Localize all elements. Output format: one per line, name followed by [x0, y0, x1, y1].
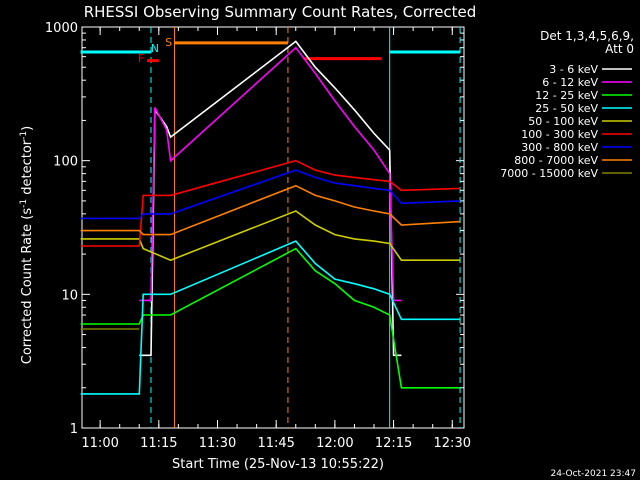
plot-area: 1 10 100 1000 11:00 11:15 11:30 11:45 12:00 12:15…	[45, 21, 471, 451]
series-line	[139, 46, 402, 302]
y-axis-label: Corrected Count Rate (s-1 detector-1)	[19, 126, 35, 364]
series-line	[80, 159, 461, 247]
legend-label: 7000 - 15000 keV	[500, 167, 598, 180]
y-axis-label-text: Corrected Count Rate (s	[20, 208, 35, 365]
x-tick-label: 11:30	[199, 436, 236, 451]
series-line	[80, 210, 461, 262]
series-line	[80, 184, 461, 236]
series-line	[139, 40, 402, 357]
flag-label: S	[165, 36, 172, 49]
plot-frame	[81, 26, 465, 429]
legend-label: 800 - 7000 keV	[514, 154, 598, 167]
y-axis-label-unit: detector	[20, 139, 35, 199]
svg-text:Corrected Count Rate (s-1 dete: Corrected Count Rate (s-1 detector-1)	[19, 126, 35, 364]
legend-subtitle: Att 0	[605, 42, 634, 56]
legend-label: 12 - 25 keV	[535, 89, 598, 102]
flag-label: F	[138, 52, 144, 65]
x-tick-label: 12:30	[434, 436, 471, 451]
series-line	[80, 247, 461, 389]
x-tick-label: 11:45	[257, 436, 294, 451]
x-axis-label: Start Time (25-Nov-13 10:55:22)	[172, 457, 384, 472]
series-line	[80, 240, 461, 395]
x-tick-label: 12:00	[316, 436, 353, 451]
y-axis-label-exponent-2: -1	[19, 131, 29, 140]
legend-label: 25 - 50 keV	[535, 102, 598, 115]
y-tick-label: 100	[53, 155, 78, 170]
legend-label: 100 - 300 keV	[521, 128, 598, 141]
y-tick-label: 10	[61, 288, 78, 303]
legend-label: 6 - 12 keV	[542, 76, 598, 89]
x-tick-label: 12:15	[375, 436, 412, 451]
footer-date: 24-Oct-2021 23:47	[551, 469, 636, 479]
x-tick-label: 11:00	[81, 436, 118, 451]
chart-title: RHESSI Observing Summary Count Rates, Co…	[84, 3, 477, 21]
legend-label: 3 - 6 keV	[549, 63, 598, 76]
legend-label: 300 - 800 keV	[521, 141, 598, 154]
y-tick-label: 1000	[45, 21, 78, 36]
series-line	[80, 169, 461, 220]
legend-label: 50 - 100 keV	[528, 115, 598, 128]
y-tick-label: 1	[70, 422, 78, 437]
x-tick-label: 11:15	[140, 436, 177, 451]
y-axis-label-close: )	[20, 126, 35, 131]
y-axis-label-exponent-1: -1	[19, 199, 29, 208]
flag-label: N	[151, 42, 159, 55]
legend-title: Det 1,3,4,5,6,9,	[540, 29, 634, 43]
